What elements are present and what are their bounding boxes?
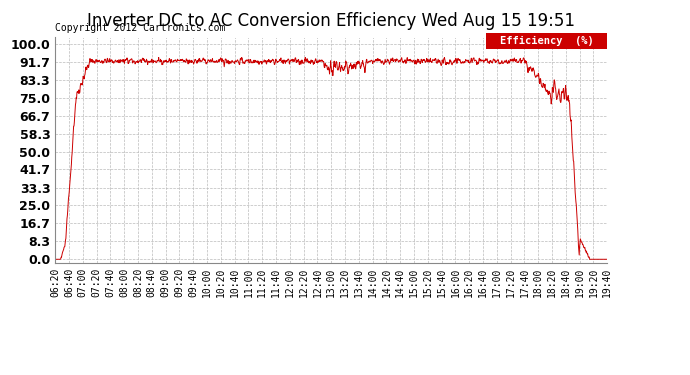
- Title: Inverter DC to AC Conversion Efficiency Wed Aug 15 19:51: Inverter DC to AC Conversion Efficiency …: [87, 12, 575, 30]
- Text: Copyright 2012 Cartronics.com: Copyright 2012 Cartronics.com: [55, 23, 226, 33]
